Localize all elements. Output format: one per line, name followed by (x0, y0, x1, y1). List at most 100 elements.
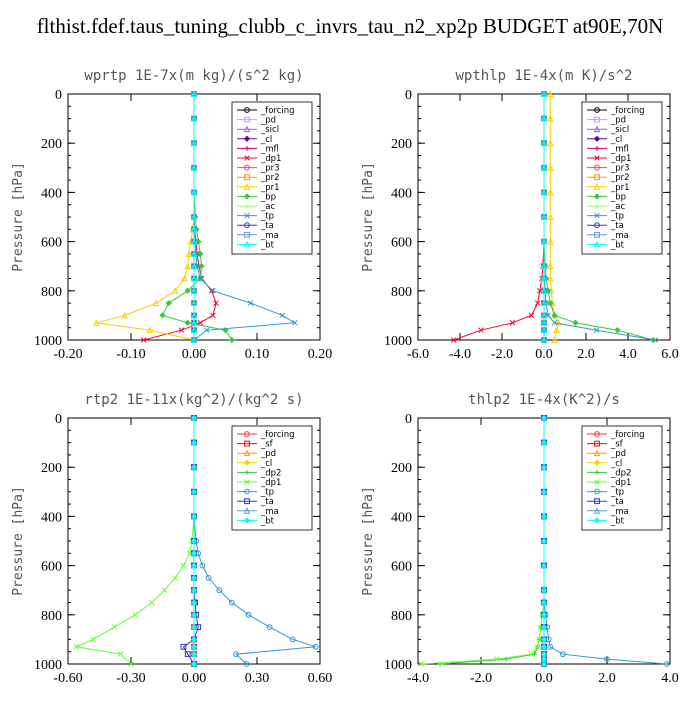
series-point (528, 651, 535, 657)
y-tick-label: 200 (391, 461, 412, 476)
series-point (547, 188, 554, 196)
series-point (205, 575, 212, 581)
legend-label: _forcing (260, 106, 295, 116)
legend-box (581, 101, 663, 255)
series-point (312, 643, 319, 650)
series-point (540, 414, 548, 422)
x-tick-label: 4.0 (619, 347, 637, 362)
x-tick-label: -4.0 (407, 671, 429, 686)
series-point (190, 587, 198, 594)
y-tick-label: 1000 (34, 334, 62, 349)
series-point (551, 320, 558, 326)
series-point (547, 262, 554, 270)
series-point (540, 643, 548, 650)
y-tick-label: 800 (391, 285, 412, 300)
series-point (532, 651, 537, 657)
series-point (243, 661, 250, 667)
chart-panel-wpthlp: wpthlp 1E-4x(m K)/s^2 Pressure [hPa] 0 200 4… (361, 68, 679, 362)
series-point (540, 587, 548, 594)
series-point (73, 644, 80, 650)
series-point (184, 262, 191, 270)
y-tick-label: 400 (391, 510, 412, 525)
legend-marker (594, 479, 600, 485)
x-tick-label: 0.00 (182, 347, 207, 362)
x-tick-label: 0.10 (245, 347, 270, 362)
legend-label: _pr3 (610, 164, 630, 174)
x-tick-label: 4.0 (661, 671, 679, 686)
series-point (534, 644, 541, 650)
x-tick-label: 2.0 (598, 671, 616, 686)
series-point (190, 651, 198, 658)
series-point (197, 320, 204, 326)
x-tick-label: 0.20 (308, 347, 333, 362)
legend-label: _dp1 (260, 478, 281, 488)
x-tick-label: 0.60 (308, 671, 333, 686)
y-tick-label: 200 (391, 137, 412, 152)
legend-label: _ta (260, 497, 274, 507)
legend-marker (243, 459, 251, 466)
series-point (540, 464, 548, 471)
legend-marker (593, 135, 601, 142)
chart-title: wpthlp 1E-4x(m K)/s^2 (455, 68, 632, 84)
legend-label: _dp1 (610, 154, 631, 164)
y-axis-label: Pressure [hPa] (11, 162, 26, 272)
series-line-dp1 (74, 418, 195, 665)
legend-label: _pd (610, 116, 626, 126)
series-point (190, 623, 198, 631)
series-point (555, 319, 562, 326)
x-tick-label: 0.0 (535, 671, 553, 686)
y-axis-label: Pressure [hPa] (361, 162, 376, 272)
series-point (540, 439, 548, 446)
series-point (190, 326, 198, 334)
series-point (190, 550, 198, 557)
series-point (593, 327, 600, 333)
y-tick-label: 600 (391, 560, 412, 575)
legend-marker (244, 212, 250, 219)
legend-marker (244, 174, 250, 181)
legend-label: _pd (260, 449, 276, 459)
series-point (478, 327, 484, 333)
legend-marker (594, 470, 600, 475)
series-point (180, 562, 187, 569)
series-point (540, 599, 548, 606)
series-point (551, 312, 558, 319)
legend-marker (594, 231, 600, 238)
legend-label: _ma (610, 507, 629, 517)
series-point (493, 656, 500, 662)
x-tick-label: -0.10 (116, 347, 145, 362)
series-point (547, 213, 554, 220)
series-point (540, 636, 548, 643)
series-point (190, 319, 198, 326)
legend-label: _forcing (610, 430, 645, 440)
legend-label: _cl (610, 135, 622, 145)
series-point (547, 643, 554, 650)
legend-marker (244, 470, 250, 475)
legend-label: _tp (260, 488, 274, 498)
series-point (190, 262, 198, 270)
series-point (190, 414, 198, 422)
series-point (190, 164, 198, 171)
series-point (540, 623, 548, 631)
legend-marker (244, 479, 250, 485)
series-point (540, 537, 548, 545)
legend-marker (243, 183, 251, 190)
page-title: flthist.fdef.taus_tuning_clubb_c_invrs_t… (36, 14, 664, 38)
x-tick-label: -0.30 (116, 671, 145, 686)
legend-label: _ac (260, 202, 275, 212)
legend-label: _mfl (260, 144, 279, 154)
legend-label: _cl (610, 459, 622, 469)
series-point (560, 651, 566, 658)
series-point (190, 488, 198, 495)
legend-label: _dp2 (260, 468, 281, 478)
legend-marker (594, 222, 600, 229)
series-point (190, 513, 198, 520)
legend-marker (244, 431, 250, 437)
chart-title: thlp2 1E-4x(K^2)/s (468, 392, 620, 408)
legend-marker (594, 164, 600, 171)
legend-label: _ma (260, 231, 279, 241)
series-point (190, 188, 198, 196)
series-point (540, 299, 548, 306)
series-point (190, 238, 198, 245)
legend-label: _bt (610, 240, 625, 250)
legend-marker (594, 174, 600, 181)
